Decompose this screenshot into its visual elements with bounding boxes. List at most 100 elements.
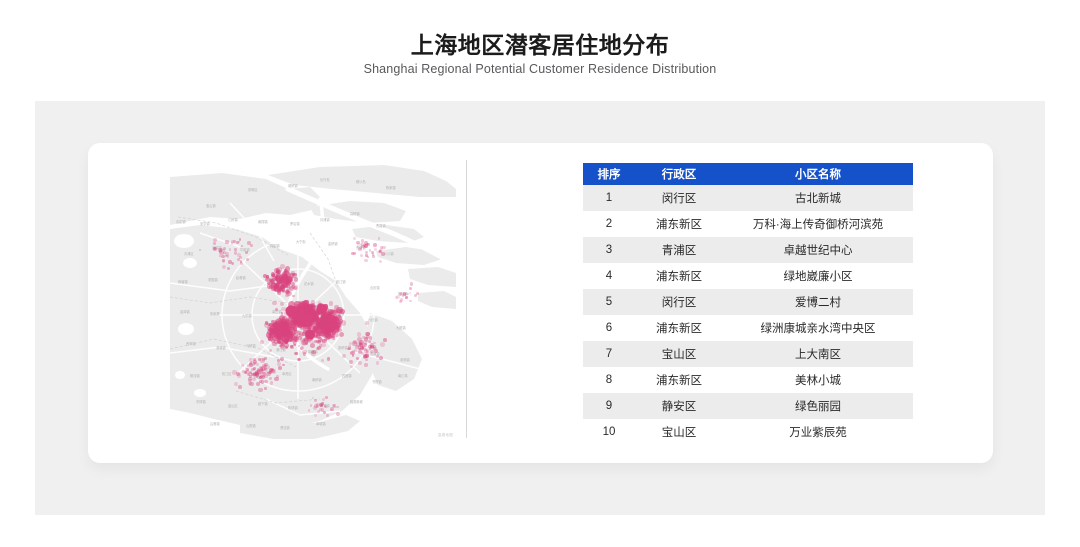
svg-text:亭林镇: 亭林镇 [196, 399, 206, 404]
svg-text:金泽镇: 金泽镇 [180, 309, 190, 314]
svg-text:泖港镇: 泖港镇 [216, 345, 226, 350]
table-row[interactable]: 4 浦东新区 绿地崴廉小区 [583, 263, 913, 289]
svg-text:青浦区: 青浦区 [184, 251, 194, 256]
svg-text:廊下镇: 廊下镇 [258, 401, 268, 406]
svg-text:陈家镇: 陈家镇 [386, 185, 396, 190]
svg-text:崇明区: 崇明区 [248, 187, 258, 192]
cell-district: 闵行区 [635, 185, 723, 211]
table-row[interactable]: 6 浦东新区 绿洲康城亲水湾中央区 [583, 315, 913, 341]
cell-rank: 8 [583, 367, 635, 393]
svg-text:吕巷镇: 吕巷镇 [210, 421, 220, 426]
cell-district: 静安区 [635, 393, 723, 419]
cell-district: 浦东新区 [635, 367, 723, 393]
svg-text:浦江镇: 浦江镇 [276, 347, 286, 352]
svg-text:重固镇: 重固镇 [208, 277, 218, 282]
cell-rank: 7 [583, 341, 635, 367]
header-block: 上海地区潜客居住地分布 Shanghai Regional Potential … [0, 0, 1080, 101]
svg-text:六灶镇: 六灶镇 [368, 317, 378, 322]
cell-rank: 2 [583, 211, 635, 237]
ranking-table: 排序 行政区 小区名称 1 闵行区 古北新城 2 浦东新区 万科·海上传奇御桥河滨苑 3 青浦… [583, 163, 913, 445]
table-row[interactable]: 7 宝山区 上大南区 [583, 341, 913, 367]
table-row[interactable]: 9 静安区 绿色丽园 [583, 393, 913, 419]
svg-text:花木镇: 花木镇 [304, 281, 314, 286]
cell-community-name: 上大南区 [723, 341, 913, 367]
cell-district: 青浦区 [635, 237, 723, 263]
cell-district: 浦东新区 [635, 315, 723, 341]
svg-text:白鹤镇: 白鹤镇 [212, 245, 222, 250]
table-row[interactable]: 10 宝山区 万业紫辰苑 [583, 419, 913, 445]
table-row[interactable]: 1 闵行区 古北新城 [583, 185, 913, 211]
cell-district: 闵行区 [635, 289, 723, 315]
panel-divider [466, 160, 467, 438]
svg-text:合庆镇: 合庆镇 [370, 285, 380, 290]
svg-text:南汇嘴: 南汇嘴 [398, 373, 408, 378]
svg-text:惠南镇: 惠南镇 [370, 351, 380, 356]
table-header-row: 排序 行政区 小区名称 [583, 163, 913, 185]
cell-district: 宝山区 [635, 419, 723, 445]
svg-text:张江镇: 张江镇 [336, 279, 346, 284]
svg-text:祝桥镇: 祝桥镇 [398, 291, 408, 296]
svg-text:大宁街: 大宁街 [296, 239, 306, 244]
column-header-community: 小区名称 [723, 163, 913, 185]
cell-rank: 4 [583, 263, 635, 289]
svg-text:金山区: 金山区 [228, 403, 238, 408]
svg-text:九亭镇: 九亭镇 [242, 313, 252, 318]
svg-text:赵巷镇: 赵巷镇 [236, 275, 246, 280]
cell-community-name: 万业紫辰苑 [723, 419, 913, 445]
table-row[interactable]: 5 闵行区 爱博二村 [583, 289, 913, 315]
map-datapoint-layer [170, 163, 456, 440]
svg-text:江桥镇: 江桥镇 [228, 217, 238, 222]
svg-text:西岑镇: 西岑镇 [186, 341, 196, 346]
cell-district: 浦东新区 [635, 211, 723, 237]
svg-text:华新镇: 华新镇 [240, 247, 250, 252]
svg-text:康桥镇: 康桥镇 [338, 345, 348, 350]
svg-text:大团镇: 大团镇 [396, 325, 406, 330]
svg-text:漕泾镇: 漕泾镇 [280, 425, 290, 430]
svg-text:川沙镇: 川沙镇 [384, 251, 394, 256]
svg-text:奉城镇: 奉城镇 [316, 421, 326, 426]
svg-text:莘庄镇: 莘庄镇 [272, 309, 282, 314]
svg-text:嘉定镇: 嘉定镇 [176, 219, 186, 224]
svg-text:月浦镇: 月浦镇 [320, 217, 330, 222]
table-row[interactable]: 8 浦东新区 美林小城 [583, 367, 913, 393]
svg-text:练塘镇: 练塘镇 [178, 279, 188, 284]
svg-text:海湾镇: 海湾镇 [320, 403, 330, 408]
cell-community-name: 绿洲康城亲水湾中央区 [723, 315, 913, 341]
page-subtitle: Shanghai Regional Potential Customer Res… [363, 62, 717, 76]
svg-text:横沙岛: 横沙岛 [356, 179, 366, 184]
svg-text:松江区: 松江区 [222, 371, 232, 376]
svg-text:高桥镇: 高桥镇 [350, 211, 360, 216]
table-row[interactable]: 2 浦东新区 万科·海上传奇御桥河滨苑 [583, 211, 913, 237]
svg-text:真如镇: 真如镇 [270, 243, 280, 248]
cell-rank: 3 [583, 237, 635, 263]
cell-district: 宝山区 [635, 341, 723, 367]
column-header-district: 行政区 [635, 163, 723, 185]
svg-text:周浦镇: 周浦镇 [308, 349, 318, 354]
svg-text:金桥镇: 金桥镇 [328, 241, 338, 246]
svg-text:朱家角: 朱家角 [210, 311, 220, 316]
svg-text:老港镇: 老港镇 [400, 357, 410, 362]
cell-community-name: 绿色丽园 [723, 393, 913, 419]
svg-text:马桥镇: 马桥镇 [246, 343, 256, 348]
cell-rank: 5 [583, 289, 635, 315]
page-title: 上海地区潜客居住地分布 [410, 32, 670, 58]
shanghai-scatter-map[interactable]: 宝山镇 崇明区 城桥镇 长兴岛 横沙岛 陈家镇 嘉定镇 安亭镇 江桥镇 南翔镇 罗店镇 月浦… [170, 163, 456, 440]
svg-text:曹路镇: 曹路镇 [376, 223, 386, 228]
cell-rank: 10 [583, 419, 635, 445]
svg-text:曹路镇: 曹路镇 [356, 245, 366, 250]
cell-rank: 6 [583, 315, 635, 341]
svg-text:柘林镇: 柘林镇 [288, 405, 298, 410]
cell-community-name: 古北新城 [723, 185, 913, 211]
svg-text:南桥镇: 南桥镇 [312, 377, 322, 382]
cell-rank: 1 [583, 185, 635, 211]
table-body: 1 闵行区 古北新城 2 浦东新区 万科·海上传奇御桥河滨苑 3 青浦区 卓越世纪中心 4 浦东新区… [583, 185, 913, 445]
svg-text:南翔镇: 南翔镇 [258, 219, 268, 224]
svg-text:宝山镇: 宝山镇 [206, 203, 216, 208]
cell-community-name: 美林小城 [723, 367, 913, 393]
table-row[interactable]: 3 青浦区 卓越世纪中心 [583, 237, 913, 263]
svg-text:山阳镇: 山阳镇 [246, 423, 256, 428]
cell-community-name: 绿地崴廉小区 [723, 263, 913, 289]
svg-text:罗店镇: 罗店镇 [290, 221, 300, 226]
svg-text:临港新城: 临港新城 [350, 399, 364, 404]
